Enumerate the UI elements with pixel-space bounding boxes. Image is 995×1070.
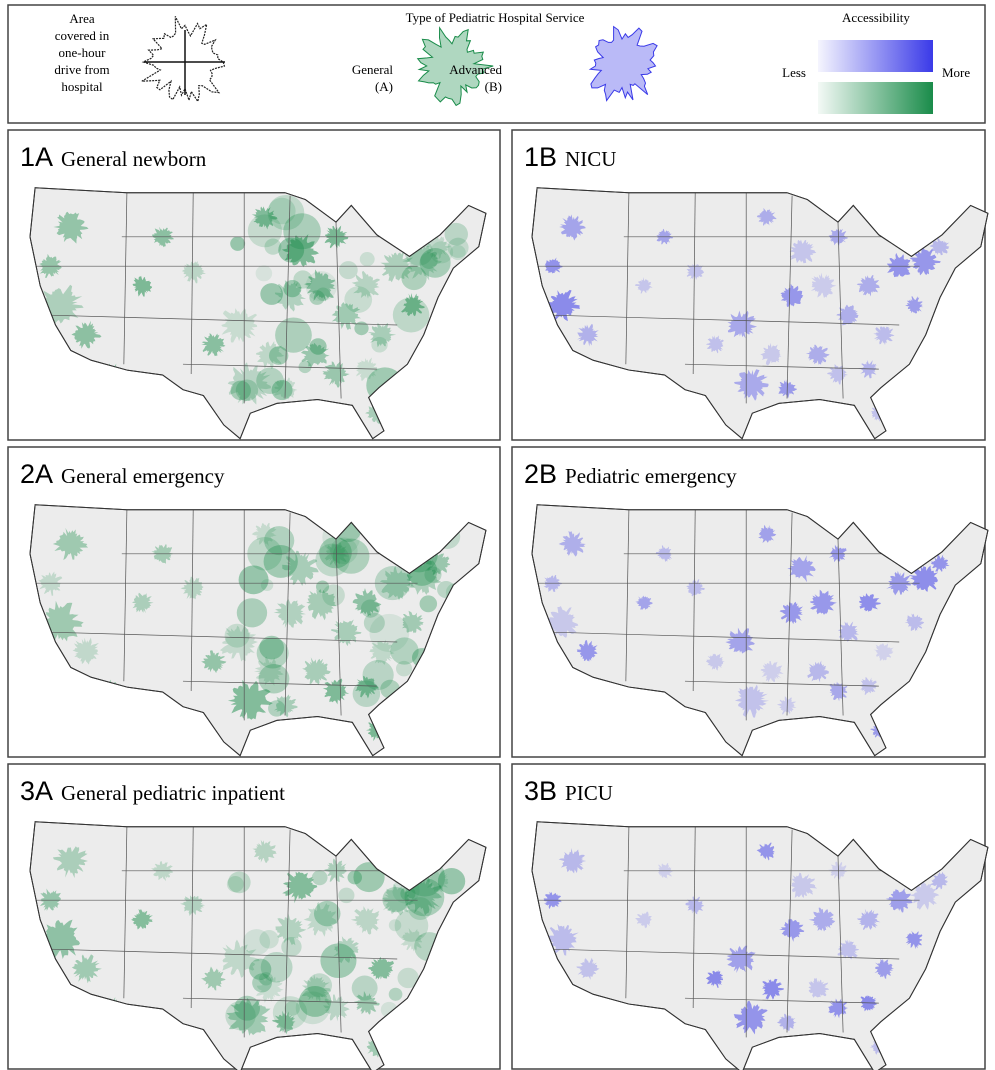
legend-service-title: Type of Pediatric Hospital Service [406, 10, 585, 25]
coverage-spot [239, 565, 269, 594]
coverage-spot [316, 287, 330, 300]
panel-id: 1B [524, 142, 557, 172]
panel-label: 3B PICU [524, 776, 613, 806]
coverage-spot [389, 988, 403, 1001]
coverage-spot [393, 297, 430, 332]
figure: Area covered in one-hour drive from hospital… [0, 0, 995, 1070]
legend-area-text: Area [69, 11, 94, 26]
coverage-spot [272, 380, 293, 400]
panel: 3B PICU [512, 764, 988, 1070]
coverage-spot [259, 664, 290, 694]
legend-more: More [942, 65, 970, 80]
legend-service-label: (B) [485, 79, 502, 94]
panel: 2B Pediatric emergency [512, 447, 988, 757]
coverage-spot [231, 381, 251, 401]
coverage-spot [353, 681, 381, 707]
panel-title: Pediatric emergency [565, 464, 737, 488]
coverage-spot [259, 972, 273, 985]
legend-area-text: drive from [54, 62, 109, 77]
coverage-spot [259, 636, 284, 660]
panel: 3A General pediatric inpatient [8, 764, 500, 1070]
coverage-spot [319, 537, 352, 568]
coverage-spot [396, 661, 412, 676]
coverage-spot [309, 338, 326, 354]
coverage-spot [312, 870, 328, 885]
panel-id: 2B [524, 459, 557, 489]
legend-area-text: covered in [55, 28, 110, 43]
panel: 2A General emergency [8, 447, 500, 757]
coverage-spot [371, 337, 387, 353]
legend-gradient-bar [818, 82, 933, 114]
coverage-spot [230, 237, 245, 251]
legend-service-label: (A) [375, 79, 393, 94]
legend-gradient-bar [818, 40, 933, 72]
coverage-spot [225, 624, 250, 648]
legend-service-label: General [352, 62, 394, 77]
panel-title: General newborn [61, 147, 207, 171]
coverage-spot [281, 937, 301, 957]
coverage-spot [278, 238, 304, 263]
coverage-spot [352, 976, 378, 1001]
panel-label: 1B NICU [524, 142, 616, 172]
panel-title: NICU [565, 147, 616, 171]
coverage-spot [268, 198, 296, 224]
coverage-spot [260, 283, 283, 305]
panel-id: 2A [20, 459, 53, 489]
panel-title: PICU [565, 781, 613, 805]
panel-id: 3B [524, 776, 557, 806]
panel-title: General pediatric inpatient [61, 781, 285, 805]
coverage-spot [401, 266, 426, 290]
coverage-spot [256, 265, 273, 281]
panels: 1A General newborn 1B NICU 2A General emergen… [8, 130, 988, 1070]
panel-title: General emergency [61, 464, 225, 488]
coverage-spot [361, 599, 380, 617]
coverage-spot [339, 261, 358, 279]
legend-accessibility: Accessibility [842, 10, 910, 25]
coverage-spot [344, 286, 372, 313]
legend-area-text: hospital [61, 79, 103, 94]
panel-label: 2B Pediatric emergency [524, 459, 737, 489]
coverage-spot [420, 595, 438, 612]
legend-service-label: Advanced [449, 62, 502, 77]
panel-id: 3A [20, 776, 53, 806]
legend-area-text: one-hour [59, 45, 107, 60]
panel-label: 2A General emergency [20, 459, 225, 489]
coverage-spot [243, 929, 270, 955]
panel: 1B NICU [512, 130, 988, 440]
panel: 1A General newborn [8, 130, 500, 440]
coverage-spot [322, 584, 345, 606]
coverage-spot [438, 868, 465, 894]
coverage-spot [237, 598, 267, 627]
coverage-spot [268, 700, 285, 716]
coverage-spot [390, 637, 418, 664]
coverage-spot [450, 245, 466, 260]
coverage-spot [293, 270, 312, 288]
panel-label: 1A General newborn [20, 142, 207, 172]
coverage-spot [264, 545, 298, 578]
coverage-spot [338, 888, 354, 903]
panel-id: 1A [20, 142, 53, 172]
coverage-spot [360, 252, 375, 266]
coverage-spot [314, 901, 341, 926]
coverage-spot [225, 1001, 255, 1030]
coverage-spot [228, 871, 251, 893]
legend-less: Less [782, 65, 806, 80]
